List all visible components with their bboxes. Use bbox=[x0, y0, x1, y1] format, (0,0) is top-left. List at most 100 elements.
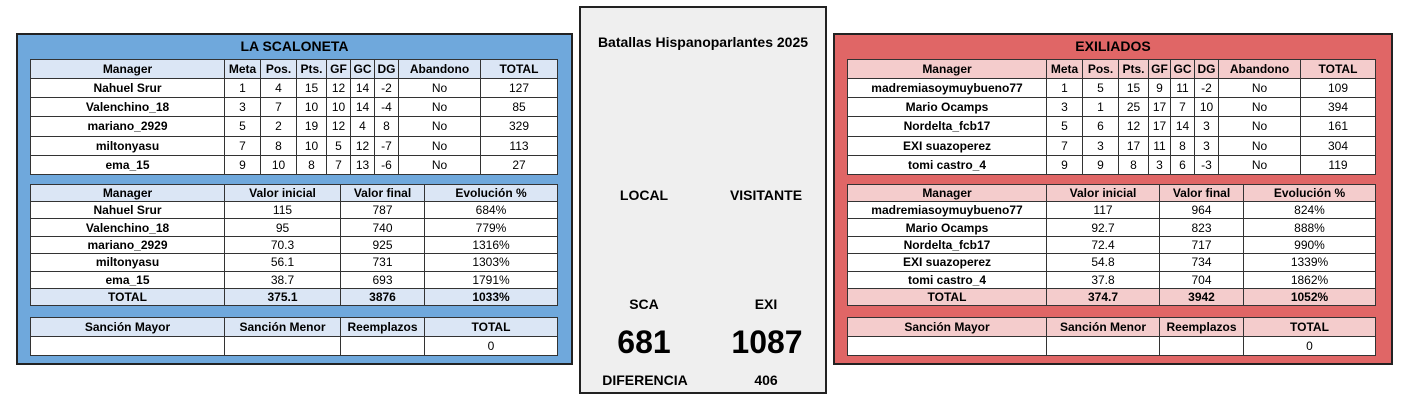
data-cell: 5 bbox=[326, 135, 351, 156]
data-cell: 14 bbox=[350, 77, 375, 99]
manager-name-cell: madremiasoymuybueno77 bbox=[847, 77, 1047, 99]
team-panel-scaloneta: LA SCALONETA Manager Meta Pos. Pts. GF G… bbox=[16, 33, 573, 365]
total-final: 3876 bbox=[340, 288, 425, 306]
manager-name-cell: mariano_2929 bbox=[30, 235, 225, 255]
data-cell: 7 bbox=[1046, 135, 1083, 156]
data-cell: 92.7 bbox=[1046, 218, 1160, 237]
data-cell: -2 bbox=[374, 77, 399, 99]
replacements-cell[interactable] bbox=[340, 336, 425, 356]
difference-value: 406 bbox=[754, 372, 778, 388]
data-cell: 731 bbox=[340, 253, 425, 272]
data-cell: 779% bbox=[424, 218, 558, 237]
header-cell: Pos. bbox=[1082, 59, 1119, 79]
sanction-table: Sanción Mayor Sanción Menor Reemplazos T… bbox=[30, 317, 558, 356]
value-row: madremiasoymuybueno77 117 964 824% bbox=[847, 200, 1376, 220]
data-cell: 9 bbox=[1046, 154, 1083, 176]
data-cell: 823 bbox=[1159, 218, 1244, 237]
data-cell: 7 bbox=[326, 154, 351, 176]
manager-name-cell: Nordelta_fcb17 bbox=[847, 116, 1047, 137]
data-cell: -4 bbox=[374, 97, 399, 118]
local-label: LOCAL bbox=[619, 187, 669, 203]
data-cell: 11 bbox=[1170, 77, 1195, 99]
manager-name-cell: Nordelta_fcb17 bbox=[847, 235, 1047, 255]
data-cell: 4 bbox=[350, 116, 375, 137]
data-cell: 27 bbox=[480, 154, 558, 176]
value-row: mariano_2929 70.3 925 1316% bbox=[30, 235, 558, 255]
data-cell: 117 bbox=[1046, 200, 1160, 220]
data-cell: 12 bbox=[326, 77, 351, 99]
data-cell: 1339% bbox=[1243, 253, 1376, 272]
value-row: ema_15 38.7 693 1791% bbox=[30, 270, 558, 290]
data-cell: 6 bbox=[1082, 116, 1119, 137]
data-cell: -6 bbox=[374, 154, 399, 176]
data-cell: 54.8 bbox=[1046, 253, 1160, 272]
data-cell: 8 bbox=[374, 116, 399, 137]
data-cell: 72.4 bbox=[1046, 235, 1160, 255]
data-cell: 1 bbox=[1082, 97, 1119, 118]
replacements-cell[interactable] bbox=[1159, 336, 1244, 356]
data-cell: 95 bbox=[224, 218, 341, 237]
data-cell: 394 bbox=[1300, 97, 1376, 118]
data-cell: 12 bbox=[1118, 116, 1149, 137]
data-cell: 70.3 bbox=[224, 235, 341, 255]
data-cell: 1 bbox=[1046, 77, 1083, 99]
header-cell: Valor inicial bbox=[224, 184, 341, 202]
total-final: 3942 bbox=[1159, 288, 1244, 306]
manager-name-cell: EXI suazoperez bbox=[847, 253, 1047, 272]
manager-name-cell: madremiasoymuybueno77 bbox=[847, 200, 1047, 220]
data-cell: 115 bbox=[224, 200, 341, 220]
value-row: Valenchino_18 95 740 779% bbox=[30, 218, 558, 237]
sanction-total-cell[interactable]: 0 bbox=[1243, 336, 1376, 356]
data-cell: 85 bbox=[480, 97, 558, 118]
standings-row: Mario Ocamps 3 1 25 17 7 10 No 394 bbox=[847, 97, 1376, 118]
value-table: Manager Valor inicial Valor final Evoluc… bbox=[30, 184, 558, 306]
data-cell: 10 bbox=[296, 135, 327, 156]
data-cell: No bbox=[1218, 77, 1301, 99]
data-cell: 925 bbox=[340, 235, 425, 255]
data-cell: 9 bbox=[224, 154, 261, 176]
data-cell: 5 bbox=[1046, 116, 1083, 137]
team-title: EXILIADOS bbox=[1075, 38, 1151, 54]
value-row: EXI suazoperez 54.8 734 1339% bbox=[847, 253, 1376, 272]
data-cell: 25 bbox=[1118, 97, 1149, 118]
data-cell: 8 bbox=[1118, 154, 1149, 176]
header-cell: TOTAL bbox=[480, 59, 558, 79]
standings-header-row: Manager Meta Pos. Pts. GF GC DG Abandono… bbox=[30, 59, 558, 79]
value-total-row: TOTAL 374.7 3942 1052% bbox=[847, 288, 1376, 306]
data-cell: 3 bbox=[224, 97, 261, 118]
total-initial: 374.7 bbox=[1046, 288, 1160, 306]
sanction-minor-cell[interactable] bbox=[1046, 336, 1160, 356]
data-cell: 19 bbox=[296, 116, 327, 137]
sanction-major-cell[interactable] bbox=[847, 336, 1047, 356]
total-label: TOTAL bbox=[847, 288, 1047, 306]
manager-name-cell: Valenchino_18 bbox=[30, 218, 225, 237]
standings-table: Manager Meta Pos. Pts. GF GC DG Abandono… bbox=[30, 59, 558, 176]
data-cell: 7 bbox=[260, 97, 297, 118]
header-cell: Manager bbox=[30, 59, 225, 79]
header-cell: TOTAL bbox=[424, 317, 558, 337]
header-cell: Pos. bbox=[260, 59, 297, 79]
data-cell: 127 bbox=[480, 77, 558, 99]
manager-name-cell: tomi castro_4 bbox=[847, 270, 1047, 290]
difference-label: DIFERENCIA bbox=[602, 372, 688, 388]
data-cell: 3 bbox=[1194, 116, 1219, 137]
header-cell: Manager bbox=[847, 59, 1047, 79]
data-cell: No bbox=[398, 77, 481, 99]
header-cell: GF bbox=[1148, 59, 1171, 79]
manager-name-cell: tomi castro_4 bbox=[847, 154, 1047, 176]
data-cell: 109 bbox=[1300, 77, 1376, 99]
data-cell: 990% bbox=[1243, 235, 1376, 255]
data-cell: 3 bbox=[1148, 154, 1171, 176]
sanction-minor-cell[interactable] bbox=[224, 336, 341, 356]
data-cell: 11 bbox=[1148, 135, 1171, 156]
sanction-major-cell[interactable] bbox=[30, 336, 225, 356]
data-cell: 38.7 bbox=[224, 270, 341, 290]
team-title: LA SCALONETA bbox=[240, 38, 349, 54]
header-cell: TOTAL bbox=[1300, 59, 1376, 79]
header-cell: GC bbox=[350, 59, 375, 79]
header-cell: Valor final bbox=[1159, 184, 1244, 202]
sanction-total-cell[interactable]: 0 bbox=[424, 336, 558, 356]
data-cell: 5 bbox=[1082, 77, 1119, 99]
manager-name-cell: EXI suazoperez bbox=[847, 135, 1047, 156]
data-cell: 8 bbox=[260, 135, 297, 156]
